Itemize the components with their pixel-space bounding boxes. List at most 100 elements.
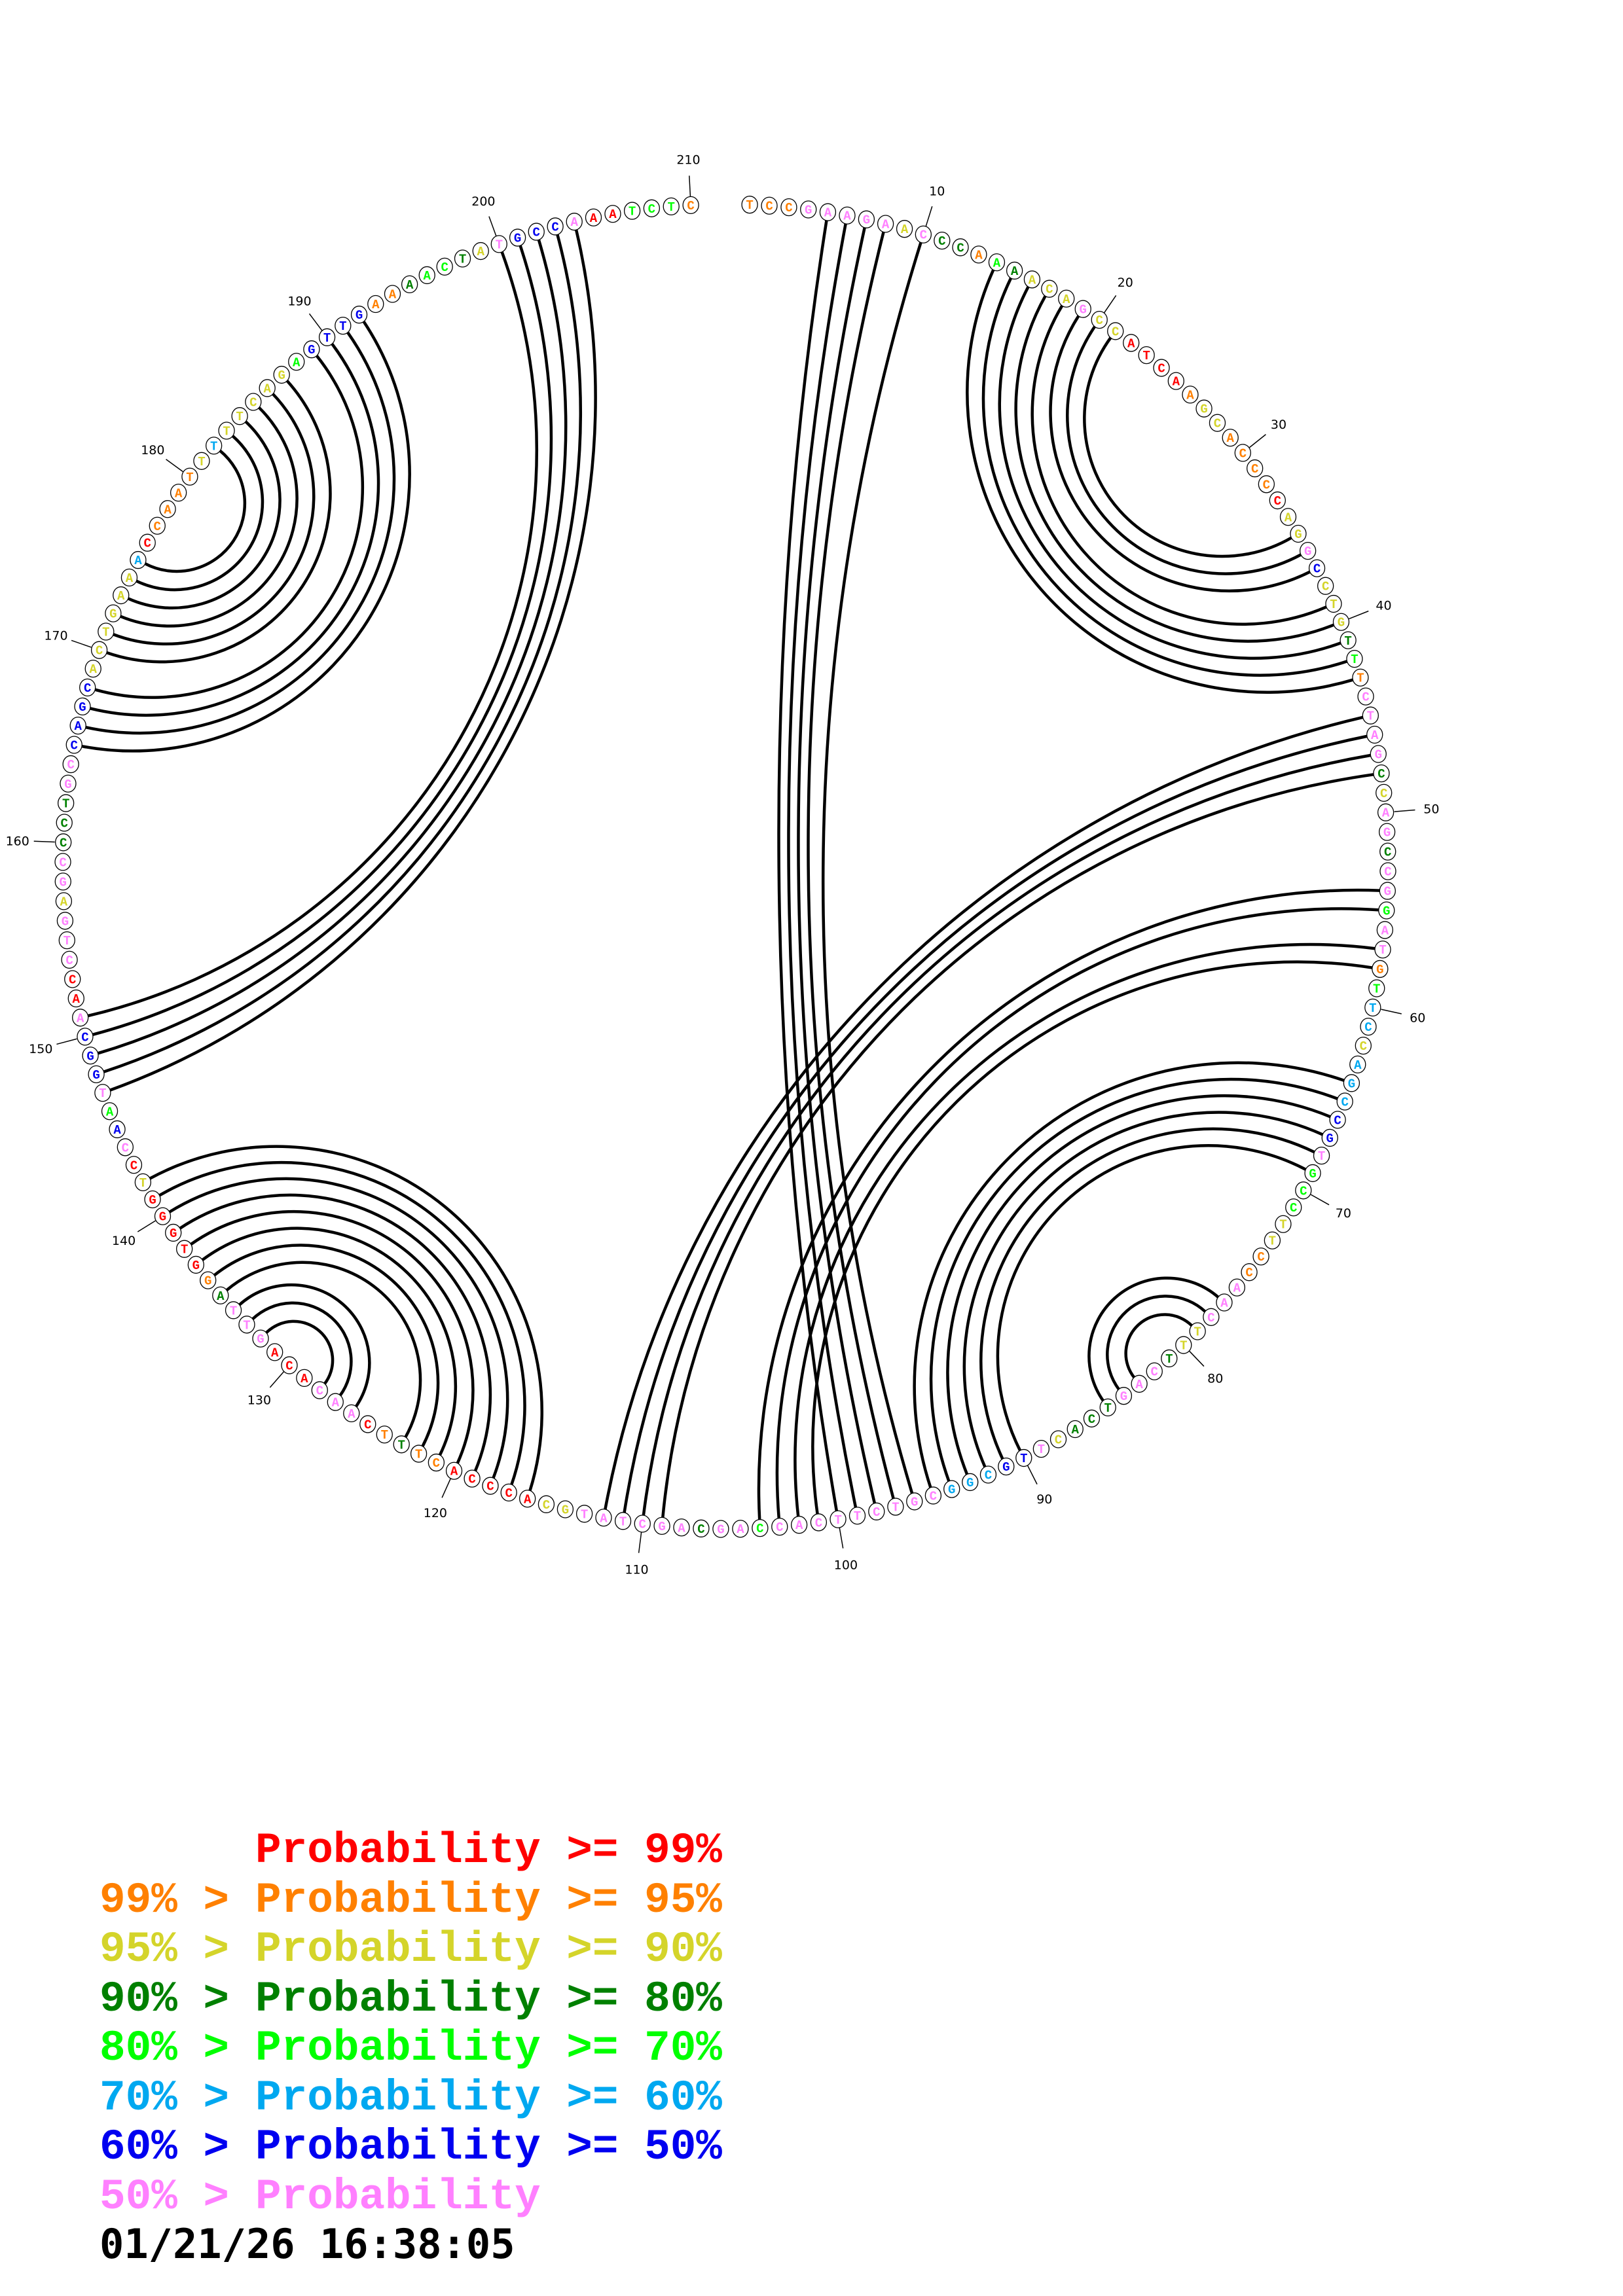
base-pair-arc	[1083, 336, 1292, 558]
nucleotide: C	[761, 196, 778, 215]
nucleotide-circle	[1241, 1263, 1258, 1282]
nucleotide-circle	[741, 196, 758, 214]
nucleotide: C	[61, 950, 78, 969]
nucleotide: G	[1304, 1164, 1321, 1183]
nucleotide-circle	[896, 220, 913, 238]
nucleotide-letter: T	[1367, 709, 1374, 724]
nucleotide-letter: A	[477, 245, 485, 259]
nucleotide-circle	[1074, 300, 1091, 318]
nucleotide-circle	[1209, 414, 1226, 432]
nucleotide-circle	[98, 622, 115, 641]
nucleotide-letter: C	[505, 1486, 512, 1501]
nucleotide-letter: A	[77, 1011, 84, 1026]
nucleotide: C	[547, 217, 564, 236]
nucleotide-letter: C	[1112, 325, 1119, 339]
nucleotide-letter: C	[648, 202, 655, 217]
nucleotide: G	[1290, 524, 1307, 543]
nucleotide-letter: A	[372, 298, 380, 312]
nucleotide: C	[1252, 1247, 1269, 1266]
nucleotide-circle	[500, 1483, 517, 1502]
nucleotide-circle	[819, 203, 837, 221]
nucleotide-letter: T	[1373, 982, 1380, 996]
base-pair-arc	[251, 1301, 353, 1397]
legend-text: Probability	[255, 2172, 541, 2221]
nucleotide: C	[1308, 559, 1326, 577]
nucleotide: T	[848, 1507, 866, 1525]
position-label: 140	[112, 1234, 136, 1248]
position-label: 150	[29, 1042, 52, 1056]
nucleotide-letter: A	[882, 218, 890, 232]
nucleotide-letter: T	[398, 1438, 405, 1452]
nucleotide-circle	[343, 1404, 360, 1423]
nucleotide-circle	[134, 1173, 152, 1192]
base-pair-arc	[1066, 325, 1302, 575]
nucleotide: A	[1023, 270, 1041, 289]
nucleotide: T	[335, 316, 352, 335]
nucleotide: G	[165, 1223, 182, 1242]
nucleotide-circle	[830, 1510, 847, 1528]
nucleotide-circle	[454, 249, 471, 268]
nucleotide: C	[979, 1465, 997, 1484]
nucleotide-nodes: T C C G A A G A A C C CAAAACAGCCATCAAGCACCCCAGGCCTG…	[54, 196, 1396, 1538]
nucleotide: C	[1336, 1092, 1353, 1111]
legend-row: 60% > Probability >= 50%	[100, 2123, 722, 2172]
nucleotide-circle	[94, 1084, 111, 1102]
nucleotide: C	[1083, 1409, 1101, 1427]
position-leader-line	[33, 840, 55, 843]
nucleotide-letter: C	[1334, 1113, 1341, 1128]
nucleotide-letter: G	[159, 1210, 166, 1225]
position-leader-line	[1027, 1465, 1038, 1485]
nucleotide-circle	[1366, 725, 1383, 744]
base-pair-arc	[1087, 1276, 1220, 1402]
nucleotide-circle	[117, 1138, 134, 1157]
nucleotide: A	[113, 586, 130, 605]
nucleotide-letter: G	[1200, 403, 1207, 417]
nucleotide-circle	[384, 285, 401, 303]
base-pair-arc	[136, 435, 264, 592]
base-pair-arc	[946, 1094, 1331, 1476]
base-pair-arc	[92, 244, 553, 1036]
nucleotide: A	[1228, 1278, 1246, 1297]
nucleotide-circle	[359, 1415, 376, 1433]
nucleotide-circle	[1340, 631, 1357, 649]
nucleotide: T	[98, 622, 115, 641]
nucleotide-letter: G	[257, 1333, 264, 1347]
position-label: 160	[6, 834, 29, 848]
nucleotide-letter: A	[993, 256, 1001, 270]
nucleotide: G	[1115, 1387, 1133, 1405]
nucleotide-letter: C	[69, 973, 76, 988]
nucleotide-letter: A	[164, 503, 172, 517]
nucleotide: C	[436, 257, 453, 276]
nucleotide-circle	[1279, 508, 1297, 526]
nucleotide-circle	[84, 660, 101, 678]
nucleotide-circle	[1352, 668, 1369, 687]
probability-legend: Probability >= 99% 99% > Probability >= …	[100, 1826, 722, 2221]
base-pair-arc	[87, 251, 538, 1018]
nucleotide-circle	[952, 238, 969, 257]
position-label: 30	[1271, 418, 1286, 432]
nucleotide-letter: G	[1338, 616, 1345, 630]
nucleotide-letter: T	[323, 331, 331, 346]
nucleotide-letter: T	[243, 1318, 250, 1333]
nucleotide: A	[604, 205, 621, 223]
nucleotide: G	[858, 210, 875, 228]
nucleotide-circle	[1378, 823, 1396, 841]
position-leader-line	[56, 1038, 77, 1045]
nucleotide-letter: A	[175, 486, 183, 501]
legend-prefix: 60% >	[100, 2123, 255, 2172]
nucleotide-circle	[410, 1444, 428, 1463]
nucleotide-circle	[281, 1356, 298, 1374]
nucleotide: T	[225, 1301, 242, 1319]
nucleotide-circle	[296, 1369, 313, 1388]
legend-text: Probability >= 90%	[255, 1925, 722, 1974]
base-pair-arc	[168, 1177, 509, 1479]
nucleotide: A	[1349, 1055, 1366, 1073]
nucleotide-letter: G	[356, 308, 363, 323]
nucleotide-circle	[1228, 1278, 1246, 1297]
nucleotide: T	[231, 407, 248, 425]
nucleotide: T	[58, 794, 75, 812]
base-pair-arc	[238, 1283, 371, 1408]
nucleotide: A	[69, 716, 86, 735]
legend-prefix: 80% >	[100, 2024, 255, 2073]
nucleotide-letter: C	[938, 234, 945, 249]
